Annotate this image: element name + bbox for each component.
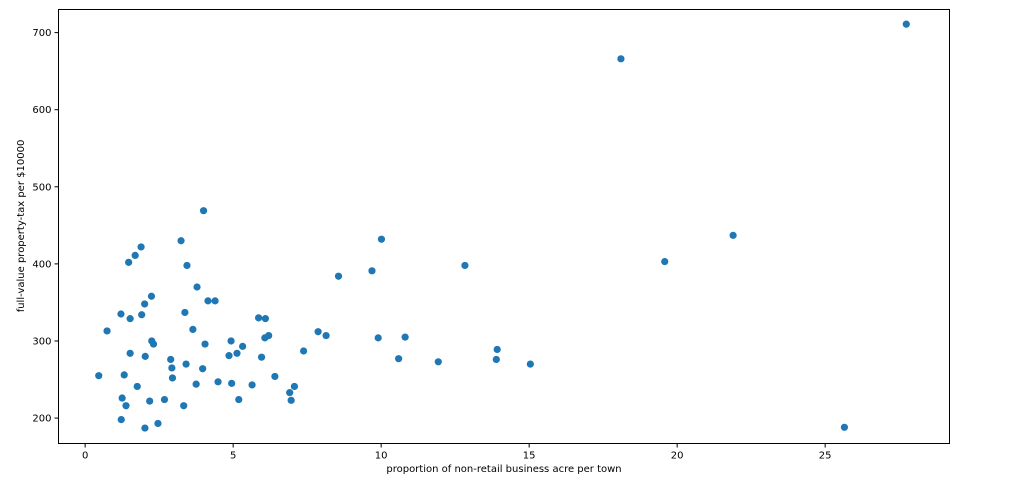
data-point xyxy=(840,423,849,431)
data-point xyxy=(177,237,185,245)
data-point xyxy=(199,365,207,373)
data-point xyxy=(255,314,263,322)
x-tick-label: 25 xyxy=(819,451,832,462)
y-tick-label: 200 xyxy=(32,414,51,425)
data-point xyxy=(228,379,236,387)
data-point xyxy=(182,360,190,368)
data-point xyxy=(434,358,442,366)
data-point xyxy=(168,364,176,372)
y-tick-label: 300 xyxy=(32,336,51,347)
data-point xyxy=(201,340,209,348)
data-point xyxy=(180,402,188,410)
data-point xyxy=(141,352,149,360)
data-point xyxy=(146,397,154,405)
data-point xyxy=(193,283,201,291)
data-point xyxy=(526,360,534,368)
data-point xyxy=(227,337,235,345)
data-point xyxy=(120,371,128,379)
data-point xyxy=(235,395,243,404)
data-point xyxy=(204,297,212,305)
x-tick-label: 15 xyxy=(523,451,536,462)
data-point xyxy=(214,378,222,386)
data-point xyxy=(154,419,162,428)
data-point xyxy=(181,308,189,317)
data-point xyxy=(286,389,294,397)
data-point xyxy=(334,272,343,280)
data-point xyxy=(118,394,126,402)
data-point xyxy=(290,382,299,391)
data-point xyxy=(126,349,134,357)
x-tick-label: 0 xyxy=(82,451,88,462)
data-point xyxy=(661,257,669,266)
y-tick-label: 700 xyxy=(32,28,51,39)
y-tick-label: 500 xyxy=(32,182,51,193)
data-point xyxy=(138,311,146,319)
data-point xyxy=(211,297,219,305)
data-point xyxy=(199,207,208,215)
data-point xyxy=(168,374,177,382)
data-point xyxy=(192,380,200,388)
data-point xyxy=(117,416,125,424)
x-tick-label: 5 xyxy=(230,451,236,462)
data-point xyxy=(117,310,125,318)
data-point xyxy=(122,402,130,410)
plot-area-frame xyxy=(58,9,950,444)
data-point xyxy=(183,261,191,270)
data-point xyxy=(493,345,501,354)
data-point xyxy=(492,355,500,364)
data-point xyxy=(729,231,737,239)
data-point xyxy=(141,300,149,308)
x-tick-label: 20 xyxy=(671,451,684,462)
data-point xyxy=(147,292,156,300)
data-point xyxy=(233,349,241,357)
data-point xyxy=(902,20,910,28)
data-point xyxy=(131,251,139,260)
data-point xyxy=(103,327,111,335)
data-point xyxy=(377,235,386,243)
data-point xyxy=(265,331,273,340)
points-layer xyxy=(95,20,910,432)
data-point xyxy=(401,333,409,341)
y-tick-label: 600 xyxy=(32,105,51,116)
data-point xyxy=(137,243,145,251)
ticks-layer: 0 5 10 15 20 25 200 300 400 500 600 700 xyxy=(32,28,831,461)
data-point xyxy=(257,353,266,361)
data-point xyxy=(189,325,197,334)
x-tick-label: 10 xyxy=(375,451,388,462)
data-point xyxy=(239,342,247,350)
data-point xyxy=(314,328,322,336)
data-point xyxy=(322,331,330,340)
data-point xyxy=(368,267,376,275)
x-axis-label: proportion of non-retail business acre p… xyxy=(386,464,621,475)
y-tick-label: 400 xyxy=(32,259,51,270)
data-point xyxy=(225,352,233,360)
data-point xyxy=(141,424,149,432)
data-point xyxy=(261,315,270,323)
data-point xyxy=(287,396,295,404)
data-point xyxy=(125,258,133,266)
data-point xyxy=(461,261,469,270)
y-axis-label: full-value property-tax per $10000 xyxy=(16,140,27,313)
data-point xyxy=(395,355,403,363)
data-point xyxy=(271,372,279,381)
data-point xyxy=(160,395,169,404)
data-point xyxy=(126,315,134,323)
data-point xyxy=(149,340,158,348)
data-point xyxy=(617,55,625,63)
data-point xyxy=(248,381,256,389)
data-point xyxy=(299,347,308,355)
data-point xyxy=(95,372,103,380)
data-point xyxy=(167,355,175,364)
data-point xyxy=(133,382,141,391)
data-point xyxy=(374,334,382,342)
